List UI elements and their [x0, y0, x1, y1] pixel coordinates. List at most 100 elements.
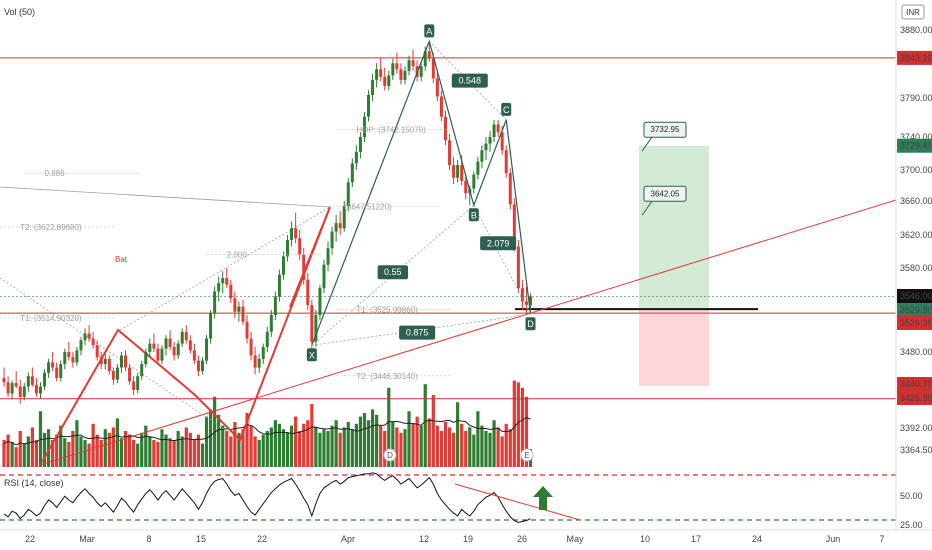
candle-body — [399, 69, 403, 80]
target-pointer — [641, 200, 653, 216]
volume-bar — [350, 429, 354, 467]
volume-bar — [164, 434, 168, 467]
volume-bar — [79, 436, 83, 467]
candle-body — [144, 352, 148, 365]
candle-body — [221, 278, 225, 284]
volume-bar — [476, 411, 480, 467]
volume-bar — [306, 420, 310, 467]
volume-bar — [245, 413, 249, 467]
candle-body — [375, 69, 379, 80]
price-badge-label: 3440.70 — [900, 379, 932, 389]
candle-body — [452, 165, 456, 178]
candle-body — [111, 371, 115, 380]
candle-body — [492, 124, 496, 137]
volume-bar — [395, 427, 399, 467]
price-badge — [897, 391, 932, 405]
volume-bar — [172, 440, 176, 467]
volume-bar — [326, 431, 330, 467]
volume-bar — [51, 440, 55, 467]
profit-zone — [639, 145, 709, 311]
currency-badge[interactable] — [901, 4, 925, 20]
ratio-label: 0.55 — [384, 267, 402, 277]
volume-bar — [427, 418, 431, 467]
volume-bar — [480, 425, 484, 467]
volume-bar — [318, 432, 322, 467]
volume-bar — [496, 427, 500, 467]
candle-body — [55, 367, 59, 378]
candle-body — [176, 343, 180, 356]
volume-bar — [144, 425, 148, 467]
price-badge-label: 3529.90 — [900, 305, 932, 315]
pattern-point-badge — [501, 102, 512, 116]
target-pointer — [641, 136, 653, 152]
price-badge — [897, 50, 932, 65]
volume-bar — [257, 440, 261, 467]
volume-bar — [281, 429, 286, 467]
volume-bar — [447, 427, 452, 467]
candle-body — [464, 180, 468, 194]
time-tick-label: 12 — [419, 534, 429, 544]
volume-bar — [83, 440, 87, 467]
up-arrow-icon — [533, 486, 553, 510]
candle-body — [508, 173, 512, 205]
pattern-point-badge — [468, 208, 479, 222]
volume-bar — [439, 431, 444, 467]
volume-bar — [140, 432, 144, 467]
xab-dotted — [119, 206, 331, 331]
volume-bar — [346, 422, 350, 467]
price-tick-label: 3880.00 — [900, 25, 932, 35]
candle-body — [99, 357, 103, 365]
candle-body — [30, 376, 34, 385]
candle-body — [419, 66, 423, 77]
candle-body — [520, 288, 524, 302]
candle-body — [128, 367, 132, 382]
volume-bar — [314, 427, 318, 467]
volume-bar — [204, 416, 209, 467]
candle-body — [294, 228, 298, 239]
ratio-label: 2.079 — [487, 238, 510, 248]
volume-bar — [289, 425, 294, 467]
volume-bar — [285, 432, 290, 467]
candle-body — [115, 367, 119, 380]
volume-bar — [273, 420, 277, 467]
volume-bar — [217, 414, 221, 467]
projection-label: T1: (3514.90320) — [20, 314, 82, 323]
candle-body — [209, 313, 213, 339]
candle-body — [217, 283, 221, 292]
candle-body — [95, 345, 99, 358]
ratio-label: 0.548 — [459, 76, 482, 86]
candle-body — [358, 137, 362, 152]
candle-body — [480, 150, 484, 162]
volume-bar — [375, 414, 379, 467]
candle-body — [435, 78, 439, 97]
volume-bar — [322, 429, 326, 467]
time-tick-label: 10 — [640, 534, 650, 544]
pattern-name: Bat — [115, 255, 128, 264]
volume-bar — [399, 432, 403, 467]
volume-bar — [443, 422, 448, 467]
rsi-tick-label: 25.00 — [900, 520, 923, 530]
volume-bar — [67, 441, 71, 467]
candle-body — [83, 333, 87, 341]
volume-bar — [233, 422, 237, 467]
candle-body — [192, 350, 196, 361]
price-tick-label: 3620.00 — [900, 230, 932, 240]
bd-dotted — [473, 205, 531, 315]
volume-bar — [237, 432, 241, 467]
candle-body — [391, 63, 395, 76]
candle-body — [172, 346, 176, 356]
volume-bar — [136, 443, 140, 467]
volume-bar — [22, 443, 26, 467]
candle-body — [241, 306, 245, 322]
candle-body — [257, 358, 261, 368]
candle-body — [124, 355, 128, 368]
candle-body — [387, 75, 391, 86]
candle-body — [63, 352, 67, 365]
pattern-point-label: B — [471, 210, 477, 220]
candle-body — [213, 291, 217, 314]
volume-indicator-label: Vol (50) — [4, 7, 35, 17]
candle-body — [500, 132, 504, 151]
price-badge-label: 3526.35 — [900, 318, 932, 328]
price-tick-label: 3580.00 — [900, 263, 932, 273]
